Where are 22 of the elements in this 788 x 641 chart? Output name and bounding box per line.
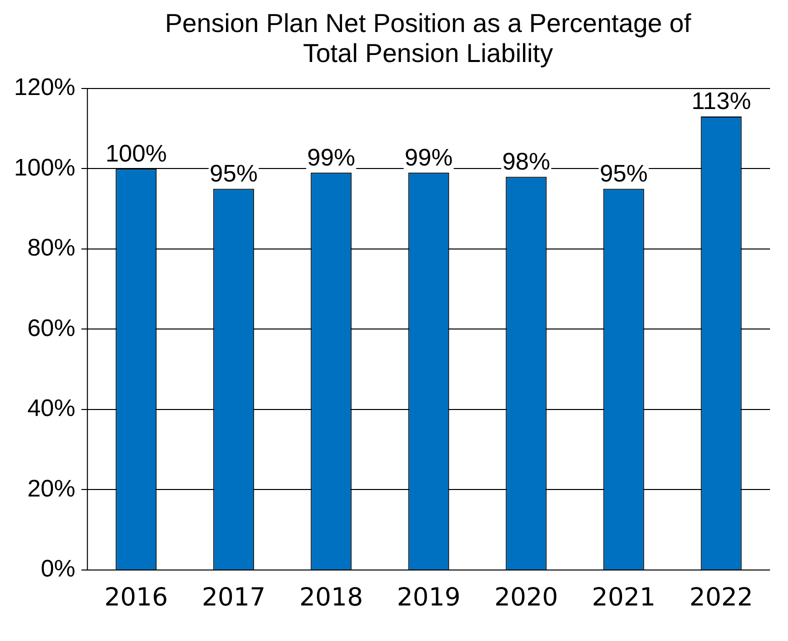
y-tick-label: 60%: [27, 314, 76, 342]
y-tick-label: 80%: [27, 234, 76, 262]
data-label: 99%: [404, 144, 453, 172]
x-tick-label: 2019: [396, 582, 461, 612]
y-tick-label: 120%: [14, 74, 76, 102]
y-tick-label: 0%: [40, 556, 76, 583]
data-label: 100%: [105, 140, 167, 168]
y-tick-label: 40%: [27, 395, 76, 422]
data-label: 95%: [600, 160, 648, 188]
data-label: 95%: [210, 160, 258, 188]
y-tick-label: 100%: [14, 154, 76, 182]
data-label: 113%: [691, 88, 752, 116]
data-label: 98%: [502, 148, 550, 176]
x-tick-label: 2016: [104, 582, 168, 612]
x-tick-label: 2018: [299, 582, 363, 612]
y-tick-label: 20%: [27, 475, 76, 502]
x-tick-label: 2020: [494, 582, 558, 612]
chart-title: Pension Plan Net Position as a Percentage of Total Pension Liability: [164, 8, 692, 68]
data-label: 99%: [307, 144, 356, 172]
x-tick-label: 2021: [592, 582, 656, 612]
x-tick-label: 2017: [202, 582, 266, 612]
x-tick-label: 2022: [689, 582, 754, 612]
